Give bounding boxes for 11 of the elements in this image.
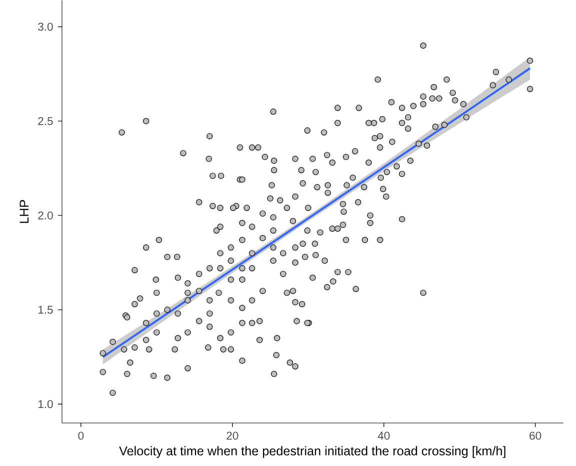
x-axis-title: Velocity at time when the pedestrian initiated the road crossing [km/h]: [119, 446, 506, 458]
y-tick-label: 2.5: [38, 117, 53, 126]
y-tick-label: 2.0: [38, 211, 53, 220]
x-tick-label: 0: [78, 432, 84, 440]
x-tick-label: 40: [378, 432, 390, 440]
x-tick-label: 20: [226, 432, 238, 440]
y-axis-title: LHP: [20, 200, 28, 223]
y-tick-label: 1.0: [38, 400, 53, 408]
x-tick-label: 60: [530, 432, 542, 440]
y-tick-label: 3.0: [38, 22, 53, 31]
y-tick-label: 1.5: [38, 306, 53, 314]
